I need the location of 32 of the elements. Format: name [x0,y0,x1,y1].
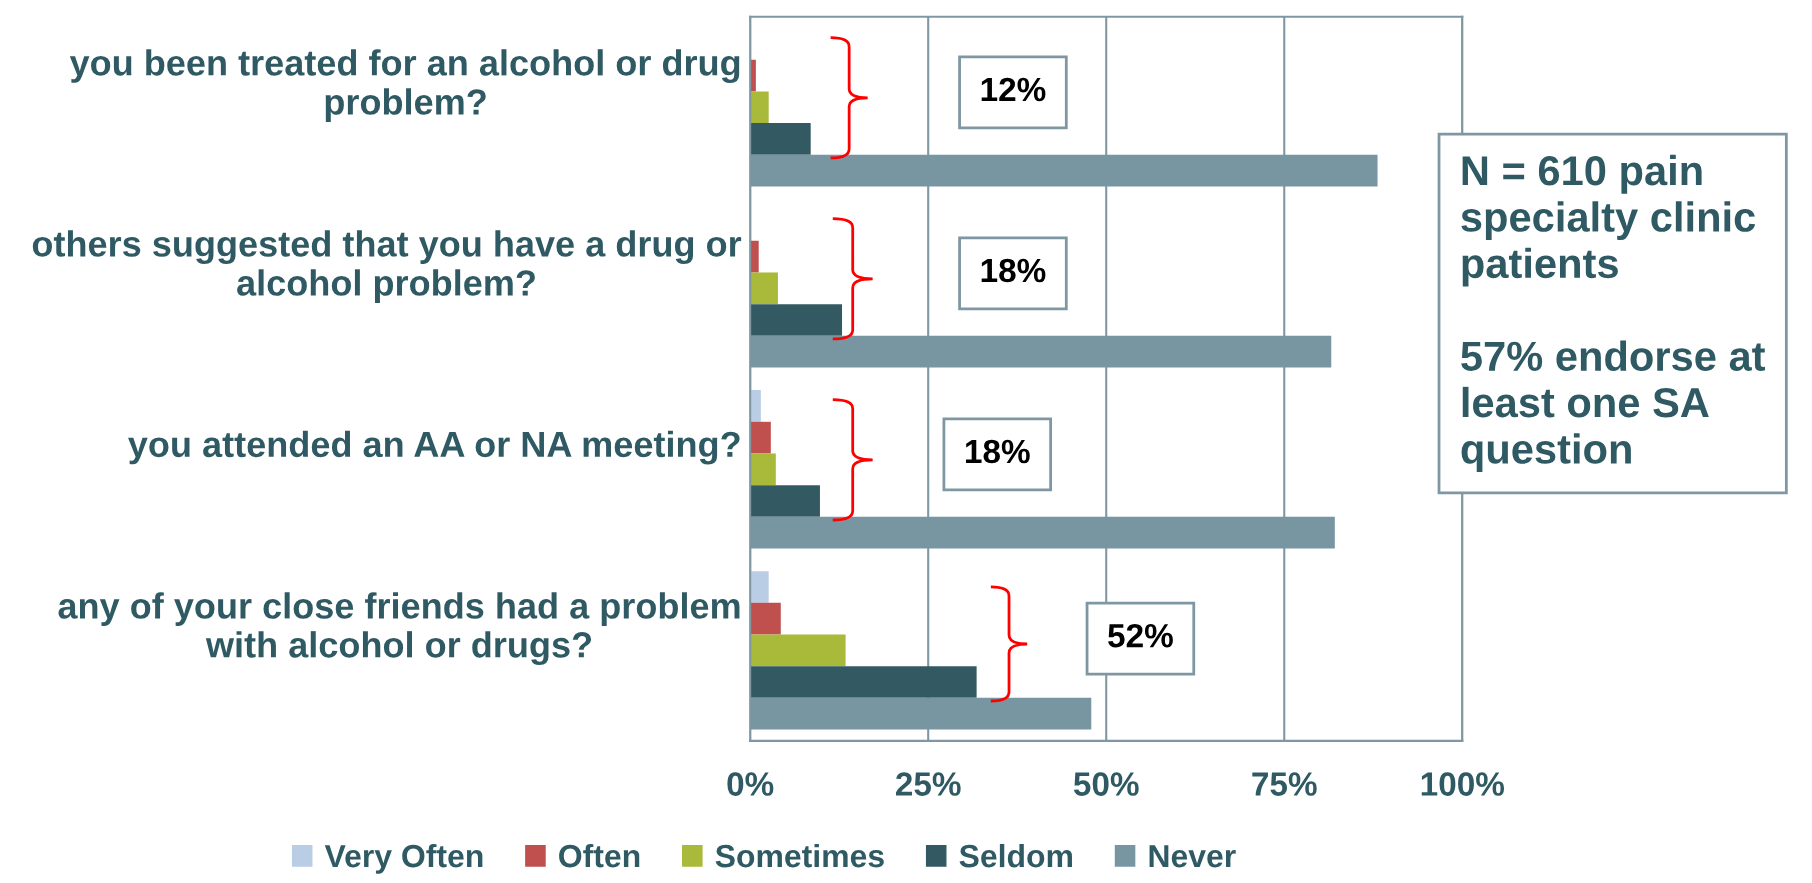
bar [750,390,761,422]
legend-label: Often [559,843,640,868]
bar [750,666,977,698]
x-tick-label: 75% [1252,772,1317,796]
bar [750,571,769,603]
bar [750,304,843,336]
y-tick-label: others suggested that you have a drug or alcohol problem? [32,230,742,303]
bar [750,123,811,155]
bar [750,421,771,454]
legend-label: Sometimes [715,843,884,868]
legend-label: Never [1149,845,1236,868]
text: N = 610 pain specialty clinic patients 57% endorse at least one SA question [1461,154,1766,473]
y-tick-label: you attended an AA or NA meeting? [128,430,740,465]
bar [750,634,846,667]
y-tick-label: any of your close friends had a problem with alcohol or drugs? [58,592,740,665]
annotation: 18% [981,258,1046,283]
bar [750,485,820,517]
annotation: 52% [1108,623,1173,648]
bar [750,272,778,305]
x-tick-label: 100% [1421,772,1505,796]
bar [750,240,759,273]
legend-label: Very Often [324,843,483,874]
x-tick-label: 50% [1073,772,1139,796]
legend-label: Seldom [959,843,1072,868]
x-tick-label: 25% [896,772,961,796]
annotation: 12% [981,77,1046,102]
bar [750,453,776,486]
y-tick-label: you been treated for an alcohol or drug problem? [69,49,740,122]
bar [750,91,769,124]
x-tick-label: 0% [727,772,774,796]
annotation: 18% [966,439,1030,464]
bar [750,602,781,635]
